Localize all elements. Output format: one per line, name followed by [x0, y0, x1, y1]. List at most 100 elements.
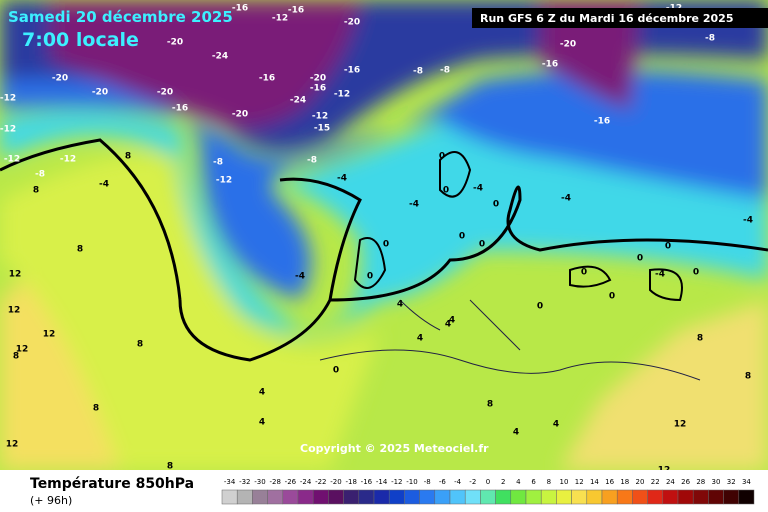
contour-label: -16 [594, 117, 610, 127]
contour-label: -12 [4, 155, 20, 165]
scale-swatch [297, 489, 314, 505]
contour-label: 8 [137, 340, 143, 350]
scale-swatch [738, 489, 755, 505]
contour-label: 12 [6, 440, 19, 450]
contour-label: 0 [693, 268, 699, 278]
scale-tick-label: -20 [330, 478, 341, 486]
contour-labels: -16 -16-12 -20-20-24-16-20-20 -20-16-12-20-… [0, 4, 760, 471]
contour-label: 12 [674, 420, 687, 430]
scale-swatch [525, 489, 542, 505]
contour-label: -16 [310, 84, 326, 94]
contour-label: -8 [413, 67, 423, 77]
scale-tick-label: -14 [376, 478, 388, 486]
contour-label: -4 [743, 216, 753, 226]
contour-label: -8 [705, 34, 715, 44]
contour-label: 0 [609, 292, 615, 302]
contour-label: -12 [312, 112, 328, 122]
scale-tick-label: 4 [516, 478, 521, 486]
contour-label: 4 [449, 316, 455, 326]
contour-label: -12 [216, 176, 232, 186]
scale-swatch [328, 489, 344, 505]
contour-label: 0 [637, 254, 643, 264]
contour-label: 0 [493, 200, 499, 210]
contour-label: 0 [459, 232, 465, 242]
contour-label: 8 [93, 404, 99, 414]
scale-tick-label: 12 [575, 478, 584, 486]
contour-label: 4 [445, 320, 451, 330]
time: 7:00 locale [22, 29, 139, 51]
footer: Température 850hPa (+ 96h) -34 -32 -30 -28-… [30, 476, 755, 507]
scale-tick-label: 14 [590, 478, 599, 486]
scale-tick-label: 30 [712, 478, 721, 486]
scale-tick-label: 32 [727, 478, 736, 486]
contour-label: 8 [745, 372, 751, 382]
contour-label: -12 [334, 90, 350, 100]
contour-label: 0 [665, 242, 671, 252]
scale-swatch [404, 489, 420, 505]
scale-swatch [540, 489, 557, 505]
map: -16 -16-12 -20-20-24-16-20-20 -20-16-12-20-… [0, 0, 768, 470]
contour-label: 8 [487, 400, 493, 410]
contour-label: -20 [232, 110, 248, 120]
contour-label: 0 [581, 268, 587, 278]
contour-label: -8 [440, 66, 450, 76]
run-info: Run GFS 6 Z du Mardi 16 décembre 2025 [480, 12, 733, 25]
run-box [472, 8, 768, 28]
scale-tick-label: -10 [406, 478, 417, 486]
footer-title: Température 850hPa [30, 476, 194, 492]
scale-swatch [601, 489, 618, 505]
scale-swatch [662, 489, 679, 505]
contour-label: 12 [658, 466, 671, 471]
scale-tick-label: -30 [254, 478, 265, 486]
scale-swatch [343, 489, 360, 505]
copyright: Copyright © 2025 Meteociel.fr [300, 442, 489, 455]
contour-label: 4 [259, 388, 265, 398]
scale-swatch [419, 489, 436, 505]
contour-label: 0 [537, 302, 543, 312]
contour-label: -20 [167, 38, 183, 48]
contour-label: -8 [213, 158, 223, 168]
contour-label: -16 [232, 4, 248, 14]
contour-label: -24 [212, 52, 228, 62]
scale-swatch [312, 489, 329, 505]
scale-tick-label: -18 [345, 478, 356, 486]
contour-label: 4 [397, 300, 403, 310]
contour-label: 8 [697, 334, 703, 344]
contour-label: 0 [479, 240, 485, 250]
contour-label: 12 [43, 330, 56, 340]
scale-swatch [495, 489, 512, 505]
scale-tick-label: 6 [531, 478, 536, 486]
scale-swatch [556, 489, 572, 505]
contour-label: 4 [259, 418, 265, 428]
contour-label: -4 [561, 194, 571, 204]
contour-label: -8 [307, 156, 317, 166]
scale-swatch [571, 489, 588, 505]
footer-lead: (+ 96h) [30, 494, 72, 507]
scale-tick-label: 10 [560, 478, 569, 486]
contour-label: -20 [92, 88, 108, 98]
zero-isotherm [329, 185, 768, 302]
contour-label: -4 [473, 184, 483, 194]
scale-swatch [586, 489, 603, 505]
contour-label: -15 [314, 124, 330, 134]
scale-swatch [388, 489, 405, 505]
borders [319, 299, 701, 381]
contour-label: -12 [60, 155, 76, 165]
coastline [353, 151, 683, 302]
contour-label: -4 [99, 180, 109, 190]
scale-swatch [252, 489, 268, 505]
contour-label: 8 [77, 245, 83, 255]
scale-swatch [708, 489, 724, 505]
contour-label: -12 [272, 14, 288, 24]
contour-label: -16 [259, 74, 275, 84]
date: Samedi 20 décembre 2025 [8, 8, 233, 26]
scale-swatch [449, 489, 466, 505]
contour-label: -12 [0, 125, 16, 135]
contour-label: 12 [16, 345, 29, 355]
scale-tick-label: 18 [620, 478, 629, 486]
contour-label: 12 [9, 270, 22, 280]
contour-label: 0 [383, 240, 389, 250]
scale-tick-label: -32 [239, 478, 250, 486]
contour-label: -12 [0, 94, 16, 104]
